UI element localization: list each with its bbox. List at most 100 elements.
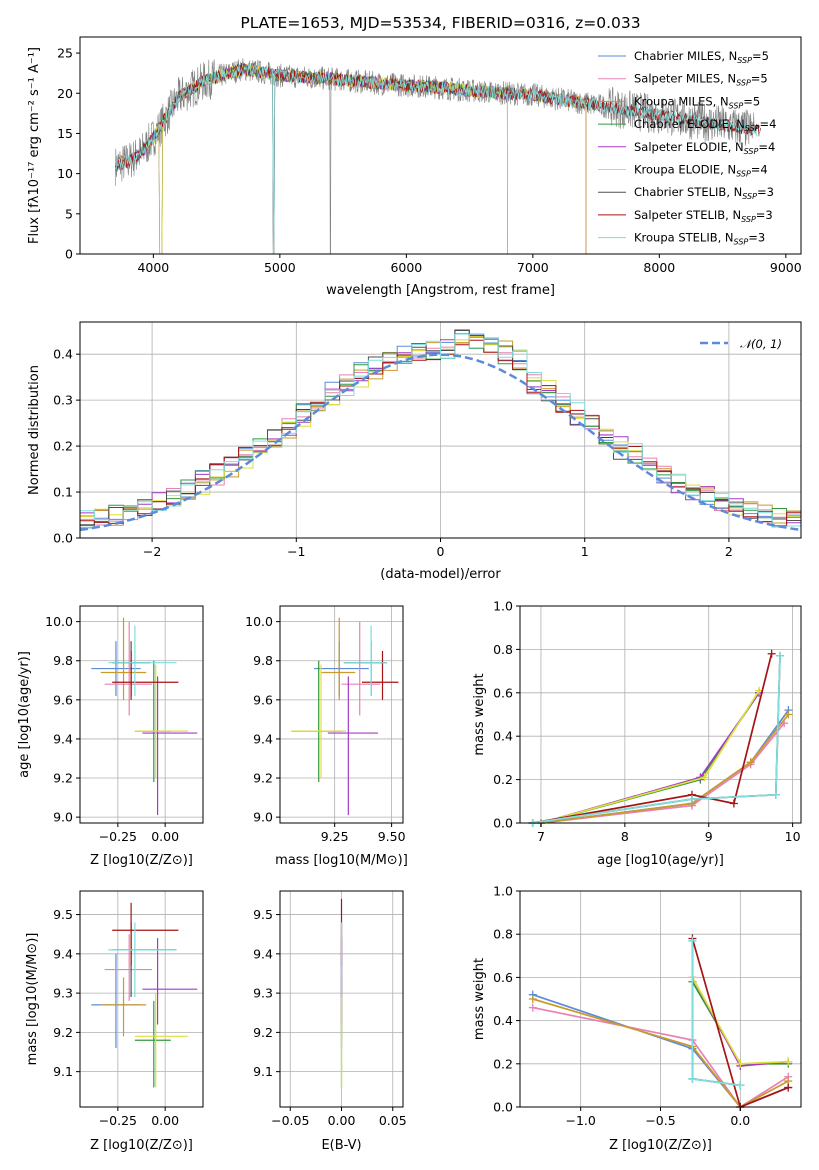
x-tick-label: 9.50 [378, 829, 406, 844]
error-bar-point [100, 617, 147, 700]
mass-weight-marker [736, 1059, 745, 1068]
y-tick-label: 0.3 [53, 393, 73, 408]
model-spectrum-line [115, 62, 761, 254]
mass-weight-line [540, 690, 760, 824]
age-vs-mass-axes [280, 606, 403, 823]
error-bar-point [112, 902, 179, 966]
x-tick-label: 8000 [643, 260, 675, 275]
mass-weight-vs-metallicity-xlabel: Z [log10(Z/Z⊙)] [609, 1138, 712, 1153]
error-bar-point [362, 650, 399, 700]
y-tick-label: 5 [65, 206, 73, 221]
x-tick-label: −0.25 [99, 829, 137, 844]
mass-vs-metallicity-axes [80, 891, 203, 1107]
x-tick-label: 10 [785, 829, 801, 844]
error-bar-point [100, 977, 147, 1037]
age-vs-metallicity-ylabel: age [log10(age/yr)] [17, 651, 32, 778]
error-bar-point [108, 922, 177, 998]
legend-label: Salpeter STELIB, NSSP=3 [634, 208, 773, 224]
y-tick-label: 9.8 [253, 653, 273, 668]
y-tick-label: 9.3 [253, 986, 273, 1001]
axes-frame [79, 890, 204, 1108]
x-tick-label: 7000 [517, 260, 549, 275]
spectrum-xlabel: wavelength [Angstrom, rest frame] [326, 283, 555, 298]
legend-label: Chabrier STELIB, NSSP=3 [634, 185, 774, 201]
mass-weight-vs-metallicity-frame: −1.0 −0.5 0.0 0.0 0.2 0.4 0.6 0.8 1.0 [493, 884, 802, 1128]
mass-weight-marker [767, 649, 776, 658]
y-tick-label: 0.8 [493, 927, 513, 942]
y-tick-label: 9.4 [53, 946, 73, 961]
y-tick-label: 9.1 [253, 1064, 273, 1079]
mass-weight-marker [776, 651, 785, 660]
error-bar-point [134, 993, 188, 1088]
legend-label: Chabrier MILES, NSSP=5 [634, 49, 769, 65]
mass-vs-metallicity-ylabel: mass [log10(M/M⊙)] [25, 933, 40, 1066]
x-tick-label: 9.25 [321, 829, 349, 844]
x-tick-label: 6000 [390, 260, 422, 275]
y-tick-label: 9.6 [253, 692, 273, 707]
mass-weight-marker [687, 795, 696, 804]
mass-weight-marker [700, 773, 709, 782]
mass-weight-marker [746, 758, 755, 767]
error-bar-point [314, 641, 369, 696]
mass-weight-line [540, 722, 785, 824]
mass-weight-line [540, 692, 760, 824]
age-vs-mass-xlabel: mass [log10(M/M⊙)] [275, 853, 408, 868]
y-tick-label: 1.0 [493, 884, 513, 899]
error-bar-point [142, 676, 198, 816]
mass-weight-vs-metallicity-axes [520, 890, 801, 1111]
mass-weight-line [540, 713, 790, 824]
x-tick-label: −0.05 [271, 1113, 309, 1128]
legend-label: Kroupa ELODIE, NSSP=4 [634, 163, 768, 179]
x-tick-label: 9 [705, 829, 713, 844]
age-vs-mass-frame: 9.25 9.50 9.0 9.2 9.4 9.6 9.8 10.0 [245, 605, 406, 844]
mass-weight-vs-metallicity-ylabel: mass weight [472, 958, 487, 1040]
error-bar-point [291, 664, 347, 779]
y-tick-label: 9.2 [253, 1025, 273, 1040]
axes-frame [519, 605, 802, 824]
x-tick-label: −0.25 [99, 1113, 137, 1128]
axes-frame [279, 605, 404, 824]
y-tick-label: 0.6 [493, 970, 513, 985]
residual-histogram [80, 333, 801, 530]
x-tick-label: 7 [537, 829, 545, 844]
spectrum-ylabel: Flux [fλ10⁻¹⁷ erg cm⁻² s⁻¹ A⁻¹] [27, 47, 42, 244]
y-tick-label: 10.0 [245, 614, 273, 629]
error-bar-point [108, 625, 177, 696]
y-tick-label: 10.0 [45, 614, 73, 629]
y-tick-label: 0.0 [493, 816, 513, 831]
residuals-ylabel: Normed distribution [27, 365, 42, 495]
mass-weight-vs-age-frame: 7 8 9 10 0.0 0.2 0.4 0.6 0.8 1.0 [493, 599, 802, 844]
mass-vs-metallicity-xlabel: Z [log10(Z/Z⊙)] [90, 1138, 193, 1153]
y-tick-label: 9.6 [53, 692, 73, 707]
y-tick-label: 0.2 [53, 439, 73, 454]
error-bar-point [104, 934, 152, 1001]
mass-weight-line [532, 998, 789, 1109]
residuals-xlabel: (data-model)/error [380, 567, 501, 582]
mass-vs-extinction-xlabel: E(B-V) [321, 1138, 361, 1153]
error-bar-point [327, 676, 378, 816]
mass-vs-metallicity-frame: −0.25 0.00 9.1 9.2 9.3 9.4 9.5 [53, 890, 204, 1128]
y-tick-label: 25 [57, 46, 73, 61]
error-bar-point [112, 922, 177, 998]
y-tick-label: 0.0 [493, 1100, 513, 1115]
mass-weight-marker [688, 1074, 697, 1083]
y-tick-label: 0.0 [53, 531, 73, 546]
x-tick-label: 1 [581, 544, 589, 559]
y-tick-label: 0.2 [493, 772, 513, 787]
error-bar-point [112, 650, 179, 700]
mass-weight-line [540, 692, 760, 824]
legend-label: Kroupa STELIB, NSSP=3 [634, 231, 765, 247]
y-tick-label: 0.8 [493, 642, 513, 657]
error-bar-point [91, 953, 141, 1049]
y-tick-label: 9.8 [53, 653, 73, 668]
mass-weight-marker [688, 936, 697, 945]
legend-label: Salpeter ELODIE, NSSP=4 [634, 140, 775, 156]
y-tick-label: 9.4 [253, 946, 273, 961]
mass-weight-marker [736, 1081, 745, 1090]
mass-weight-vs-age-axes [520, 605, 801, 827]
y-tick-label: 9.4 [253, 731, 273, 746]
y-tick-label: 0.2 [493, 1056, 513, 1071]
legend-label: Kroupa MILES, NSSP=5 [634, 94, 760, 110]
x-tick-label: 2 [725, 544, 733, 559]
spectrum-axes [115, 58, 761, 254]
